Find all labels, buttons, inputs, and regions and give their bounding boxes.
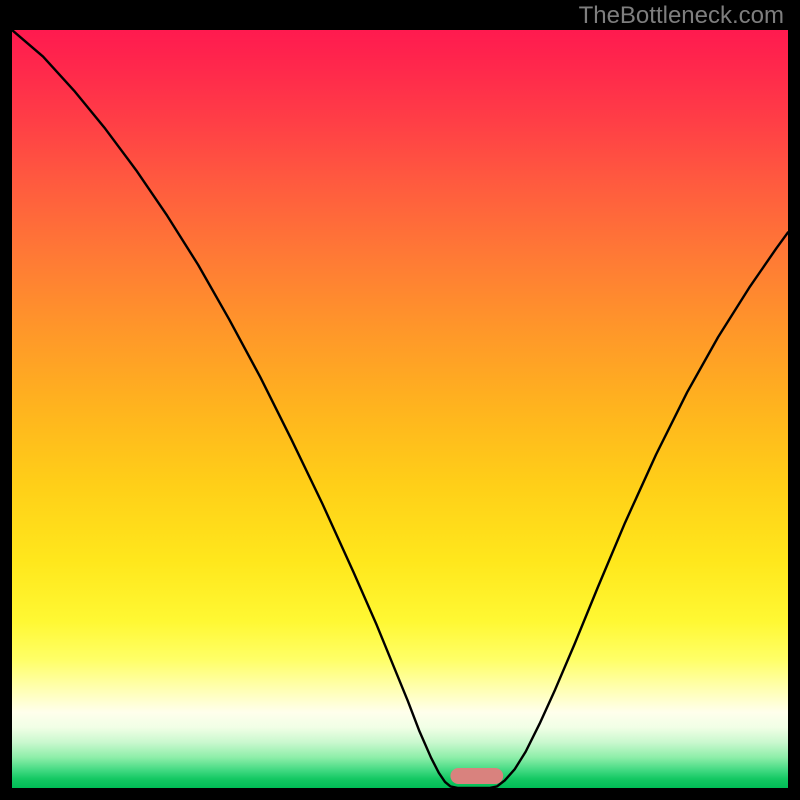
plot-area	[12, 30, 788, 788]
bottleneck-chart	[12, 30, 788, 788]
chart-frame: TheBottleneck.com	[0, 0, 800, 800]
bottleneck-marker	[450, 768, 503, 784]
chart-background	[12, 30, 788, 788]
watermark-text: TheBottleneck.com	[579, 2, 784, 30]
